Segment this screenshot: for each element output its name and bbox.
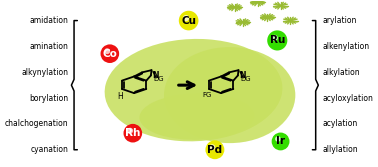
Text: borylation: borylation (29, 94, 68, 103)
Point (107, 52, 113, 55)
Point (275, 138, 281, 140)
Text: cyanation: cyanation (30, 145, 68, 154)
Text: N: N (152, 71, 159, 80)
Text: Co: Co (102, 49, 117, 59)
Text: alkenylation: alkenylation (322, 42, 369, 51)
Text: arylation: arylation (322, 16, 356, 25)
Point (183, 17, 189, 19)
Point (104, 50, 110, 53)
Text: N: N (240, 71, 246, 80)
Point (209, 146, 215, 149)
Point (277, 140, 284, 143)
Text: DG: DG (153, 76, 164, 82)
Text: alkylation: alkylation (322, 68, 360, 77)
Text: Ir: Ir (276, 136, 285, 146)
Text: alkynylation: alkynylation (21, 68, 68, 77)
Text: FG: FG (203, 92, 212, 98)
Point (212, 148, 218, 151)
Point (186, 19, 192, 22)
Text: Ru: Ru (270, 35, 285, 45)
Text: acyloxylation: acyloxylation (322, 94, 373, 103)
Text: Rh: Rh (125, 128, 141, 138)
Text: amination: amination (29, 42, 68, 51)
Point (127, 129, 133, 132)
Text: acylation: acylation (322, 119, 358, 128)
Ellipse shape (164, 47, 295, 143)
Text: amidation: amidation (29, 16, 68, 25)
Point (272, 37, 278, 39)
Text: H: H (118, 92, 123, 101)
Text: chalchogenation: chalchogenation (5, 119, 68, 128)
Text: Pd: Pd (208, 145, 223, 155)
Text: DG: DG (240, 76, 251, 82)
Text: Cu: Cu (181, 16, 196, 26)
Point (274, 39, 280, 42)
Ellipse shape (105, 39, 282, 141)
Ellipse shape (139, 93, 254, 140)
Point (130, 132, 136, 135)
Text: allylation: allylation (322, 145, 358, 154)
